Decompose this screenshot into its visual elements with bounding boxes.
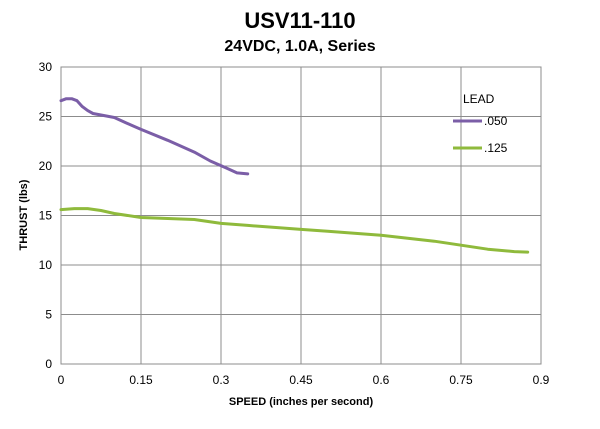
- x-tick-label: 0.9: [533, 373, 550, 387]
- y-tick-label: 0: [45, 357, 52, 371]
- chart-title: USV11-110: [244, 8, 356, 33]
- x-axis-label: SPEED (inches per second): [229, 396, 374, 408]
- x-tick-labels: 0 0.15 0.3 0.45 0.6 0.75 0.9: [58, 373, 550, 387]
- x-tick-label: 0.6: [373, 373, 390, 387]
- series-line-2: [59, 207, 530, 254]
- y-axis-label: THRUST (lbs): [18, 179, 30, 250]
- chart-subtitle: 24VDC, 1.0A, Series: [224, 38, 376, 55]
- y-tick-label: 20: [39, 159, 53, 173]
- x-tick-label: 0.75: [449, 373, 473, 387]
- y-tick-label: 15: [39, 209, 53, 223]
- x-tick-label: 0.3: [213, 373, 230, 387]
- legend: LEAD .050 .125: [453, 92, 508, 155]
- y-tick-label: 25: [39, 110, 53, 124]
- y-gridlines: [61, 116, 541, 315]
- x-tick-label: 0: [58, 373, 65, 387]
- x-tick-label: 0.45: [289, 373, 313, 387]
- legend-label-2: .125: [484, 141, 508, 155]
- y-tick-labels: 0 5 10 15 20 25 30: [39, 60, 53, 371]
- legend-title: LEAD: [463, 92, 495, 106]
- x-tick-label: 0.15: [129, 373, 153, 387]
- y-tick-label: 10: [39, 258, 53, 272]
- series-lines: [59, 97, 530, 254]
- y-tick-label: 5: [45, 308, 52, 322]
- series-line-1: [59, 97, 250, 176]
- y-tick-label: 30: [39, 60, 53, 74]
- legend-label-1: .050: [484, 114, 508, 128]
